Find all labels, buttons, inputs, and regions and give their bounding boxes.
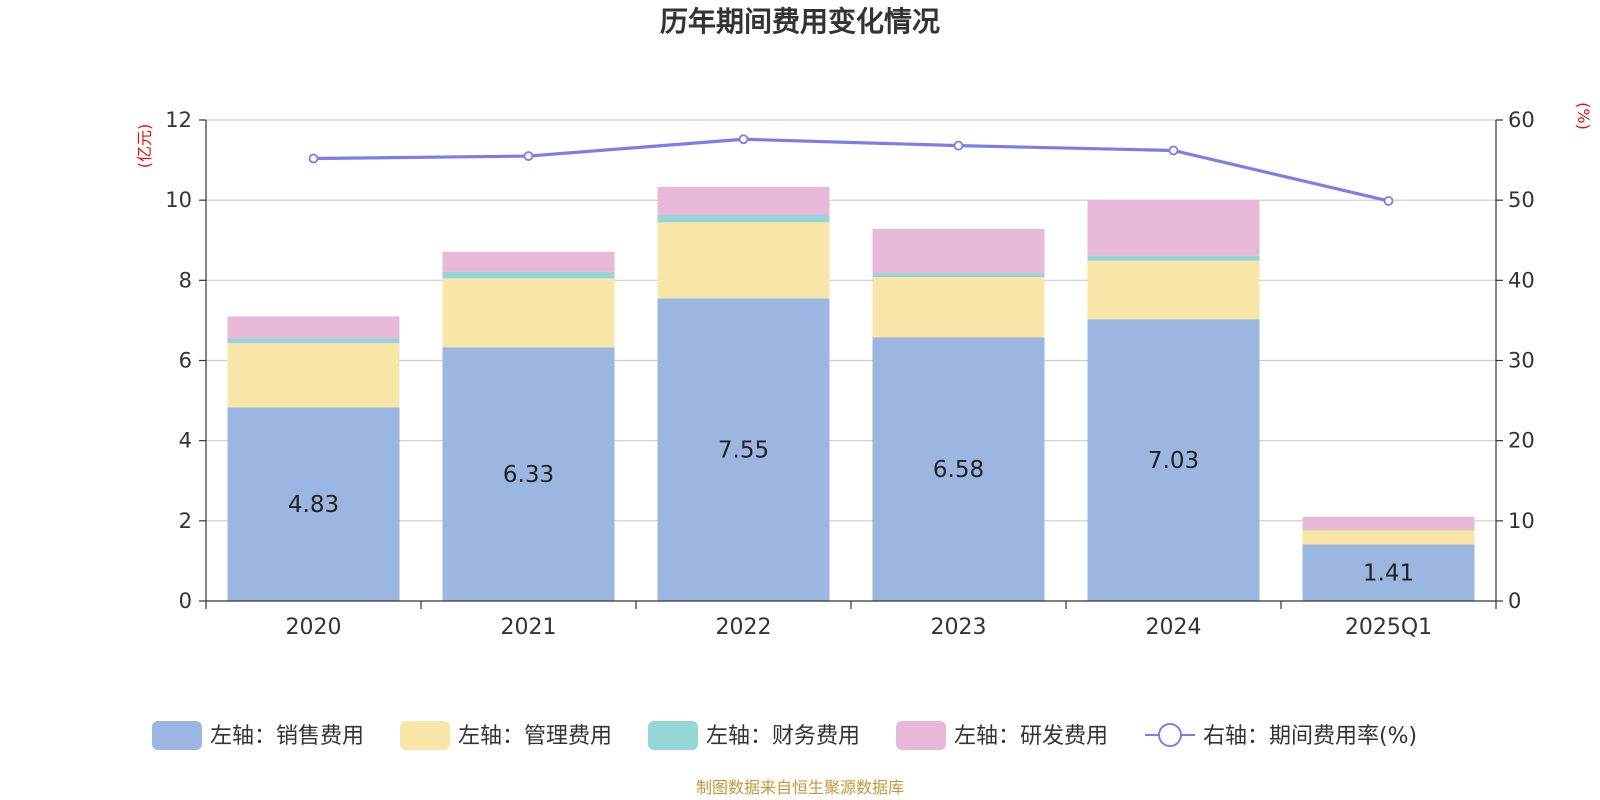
rate-point [953,140,964,151]
rate-point [523,151,534,161]
right-tick-label: 20 [1508,429,1535,453]
bar-segment [442,278,615,348]
x-tick-label: 2024 [1146,615,1202,640]
bar-segment [1302,544,1475,601]
rate-point [1383,196,1394,206]
bar-segment [227,338,400,344]
bar-segment [1087,319,1260,601]
right-tick-label: 10 [1508,509,1535,533]
rate-point [738,134,749,145]
right-tick-label: 0 [1508,589,1521,613]
bar-segment [1087,260,1260,320]
bar-value-label: 1.41 [1363,561,1414,587]
x-tick-label: 2023 [931,615,987,640]
left-tick-label: 10 [165,188,192,212]
bar-value-label: 4.83 [288,492,339,518]
legend-marker-icon [1158,723,1182,747]
legend-swatch [152,721,202,750]
bar-segment [1302,530,1475,545]
bar-segment [872,337,1045,601]
left-tick-label: 2 [179,509,192,533]
bar-segment [657,298,830,601]
right-axis-unit: (%) [1574,102,1593,130]
bar-value-label: 6.33 [503,462,554,488]
legend-label: 左轴：销售费用 [210,724,364,749]
rate-point [308,153,319,164]
right-tick-label: 50 [1508,188,1535,212]
bar-segment [657,214,830,223]
legend-swatch [896,721,946,750]
bar-segment [657,186,830,215]
x-tick-label: 2021 [501,615,557,640]
rate-line [308,134,1394,206]
bar-segment [1302,516,1475,531]
bars [227,186,1475,601]
axes: 0 2 4 6 8 10 12 0 10 20 30 40 50 60 2020 2021 2022 2023 20… [165,108,1534,640]
rate-point [1168,145,1179,156]
x-tick-label: 2025Q1 [1345,615,1432,640]
bar-segment [657,222,830,299]
right-tick-label: 30 [1508,349,1535,373]
left-tick-label: 4 [179,429,192,453]
legend-label: 左轴：研发费用 [954,724,1108,749]
x-tick-label: 2020 [286,615,342,640]
legend-label: 左轴：财务费用 [706,724,860,749]
legend-label: 左轴：管理费用 [458,724,612,749]
bar-segment [1087,255,1260,261]
rate-line-path [313,137,1389,203]
bar-segment [872,229,1045,274]
source-note: 制图数据来自恒生聚源数据库 [696,778,904,797]
bar-labels: 4.83 6.33 7.55 6.58 7.03 1.41 [288,438,1414,587]
bar-value-label: 7.03 [1148,448,1199,474]
legend-swatch [400,721,450,750]
left-tick-label: 8 [179,268,192,292]
bar-segment [1087,199,1260,256]
left-tick-label: 6 [179,349,192,373]
bar-segment [872,277,1045,338]
legend-swatch [648,721,698,750]
legend-label: 右轴：期间费用率(%) [1203,724,1417,749]
bar-segment [872,273,1045,278]
bar-segment [442,347,615,601]
bar-value-label: 6.58 [933,457,984,483]
bar-segment [227,407,400,601]
bar-segment [227,343,400,408]
right-tick-label: 40 [1508,268,1535,292]
grid-lines [206,119,1496,522]
right-tick-label: 60 [1508,108,1535,132]
legend: 左轴：销售费用 左轴：管理费用 左轴：财务费用 左轴：研发费用 右轴：期间费用率(%) [152,721,1417,750]
left-tick-label: 12 [165,108,192,132]
bar-segment [442,271,615,279]
left-axis-unit: (亿元) [135,124,154,169]
x-tick-label: 2022 [716,615,772,640]
chart-title: 历年期间费用变化情况 [660,5,940,38]
left-tick-label: 0 [179,589,192,613]
bar-segment [227,316,400,339]
bar-segment [442,251,615,272]
bar-value-label: 7.55 [718,438,769,464]
